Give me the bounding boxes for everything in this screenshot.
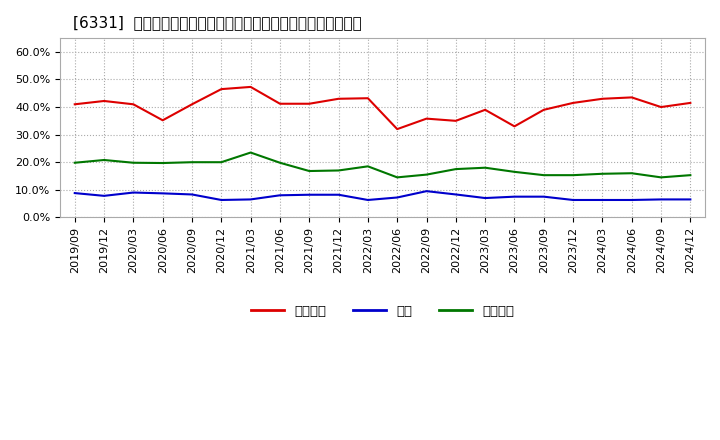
Legend: 売上債権, 在庫, 買入債務: 売上債権, 在庫, 買入債務 [246, 299, 520, 323]
Text: [6331]  売上債権、在庫、買入債務の総資産に対する比率の推移: [6331] 売上債権、在庫、買入債務の総資産に対する比率の推移 [73, 15, 361, 30]
